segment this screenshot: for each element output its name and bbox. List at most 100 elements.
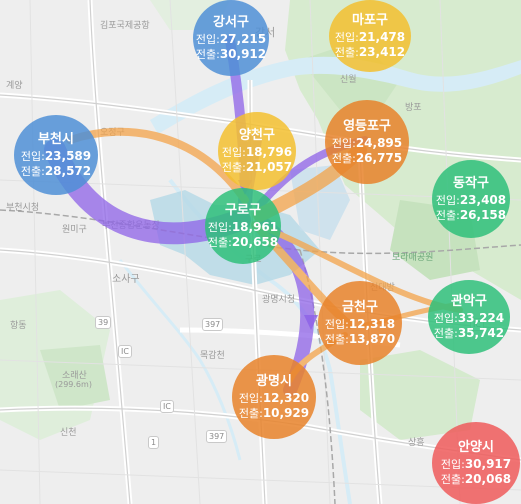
move-in-value: 18,796 [245, 144, 293, 159]
region-name: 관악구 [451, 293, 487, 309]
move-out-label: 전출 [195, 47, 217, 61]
move-in-value: 24,895 [355, 135, 403, 150]
move-out-value: 23,412 [358, 44, 406, 59]
region-name: 금천구 [342, 299, 378, 315]
move-out-value: 28,572 [44, 163, 92, 178]
move-in-value: 18,961 [231, 219, 279, 234]
separator: : [259, 391, 263, 405]
region-bubble-gangseo[interactable]: 강서구 전입:27,215 전출:30,912 [193, 0, 269, 76]
map-label-sinwol: 신월 [340, 75, 357, 85]
region-bubble-yangcheon[interactable]: 양천구 전입:18,796 전출:21,057 [218, 112, 296, 190]
move-out-row: 전출:28,572 [21, 164, 91, 179]
region-name: 안양시 [458, 439, 494, 455]
map-label-hangdong: 항동 [10, 321, 27, 331]
move-out-label: 전출 [440, 472, 462, 486]
map-label-gimpo-airport: 김포국제공항 [100, 21, 150, 31]
move-in-label: 전입 [331, 136, 353, 150]
move-out-row: 전출:13,870 [325, 332, 395, 347]
move-in-label: 전입 [20, 149, 42, 163]
move-out-row: 전출:10,929 [239, 406, 309, 421]
road-shield-39: 39 [95, 316, 112, 329]
map-label-wonmi-gu: 원미구 [62, 225, 87, 235]
separator: : [454, 326, 458, 340]
region-name: 부천시 [38, 131, 74, 147]
move-out-value: 35,742 [457, 325, 505, 340]
move-in-row: 전입:18,961 [208, 220, 278, 235]
map-label-sinchon: 신천 [60, 428, 77, 438]
map-label-sangheung: 상흥 [408, 438, 425, 448]
move-in-value: 30,917 [464, 456, 512, 471]
move-in-row: 전입:27,215 [196, 32, 266, 47]
separator: : [216, 32, 220, 46]
move-in-row: 전입:24,895 [332, 136, 402, 151]
separator: : [352, 136, 356, 150]
move-out-label: 전출 [331, 151, 353, 165]
separator: : [454, 311, 458, 325]
separator: : [228, 235, 232, 249]
separator: : [461, 457, 465, 471]
move-in-label: 전입 [440, 457, 462, 471]
move-out-row: 전출:35,742 [434, 326, 504, 341]
move-in-row: 전입:33,224 [434, 311, 504, 326]
map-label-banpo: 방포 [405, 103, 422, 113]
move-out-label: 전출 [207, 235, 229, 249]
move-in-label: 전입 [433, 311, 455, 325]
ic-marker-1: IC [118, 345, 132, 358]
move-out-label: 전출 [324, 332, 346, 346]
map-label-gwangmyeong-city-hall: 광명시청 [262, 295, 296, 305]
separator: : [456, 208, 460, 222]
move-in-row: 전입:18,796 [222, 145, 292, 160]
region-name: 영등포구 [343, 118, 391, 134]
move-in-value: 23,408 [459, 192, 507, 207]
region-bubble-dongjak[interactable]: 동작구 전입:23,408 전출:26,158 [432, 160, 510, 238]
map-label-soraesan: 소래산 [62, 371, 87, 381]
move-in-label: 전입 [334, 30, 356, 44]
move-out-row: 전출:20,658 [208, 235, 278, 250]
separator: : [242, 160, 246, 174]
separator: : [41, 164, 45, 178]
move-in-row: 전입:12,318 [325, 317, 395, 332]
separator: : [345, 317, 349, 331]
move-out-value: 13,870 [348, 331, 396, 346]
move-out-label: 전출 [334, 45, 356, 59]
move-out-value: 30,912 [219, 46, 267, 61]
move-out-value: 26,775 [355, 150, 403, 165]
move-out-label: 전출 [20, 164, 42, 178]
map-label-gyeyang: 계양 [6, 81, 23, 91]
move-in-row: 전입:12,320 [239, 391, 309, 406]
road-shield-1: 1 [148, 436, 160, 449]
move-in-row: 전입:21,478 [335, 30, 405, 45]
move-in-value: 23,589 [44, 148, 92, 163]
move-out-row: 전출:20,068 [441, 472, 511, 487]
separator: : [259, 406, 263, 420]
separator: : [228, 220, 232, 234]
separator: : [242, 145, 246, 159]
separator: : [216, 47, 220, 61]
region-name: 양천구 [239, 127, 275, 143]
region-name: 마포구 [352, 12, 388, 28]
move-out-label: 전출 [221, 160, 243, 174]
region-name: 구로구 [225, 202, 261, 218]
move-in-value: 33,224 [457, 310, 505, 325]
region-name: 광명시 [256, 373, 292, 389]
move-out-row: 전출:26,775 [332, 151, 402, 166]
separator: : [355, 30, 359, 44]
move-in-row: 전입:23,589 [21, 149, 91, 164]
move-out-value: 26,158 [459, 207, 507, 222]
map-label-soraesan-height: (299.6m) [55, 380, 92, 389]
move-out-value: 10,929 [262, 405, 310, 420]
move-in-label: 전입 [435, 193, 457, 207]
separator: : [345, 332, 349, 346]
move-out-row: 전출:26,158 [436, 208, 506, 223]
ic-marker-2: IC [160, 400, 174, 413]
separator: : [41, 149, 45, 163]
